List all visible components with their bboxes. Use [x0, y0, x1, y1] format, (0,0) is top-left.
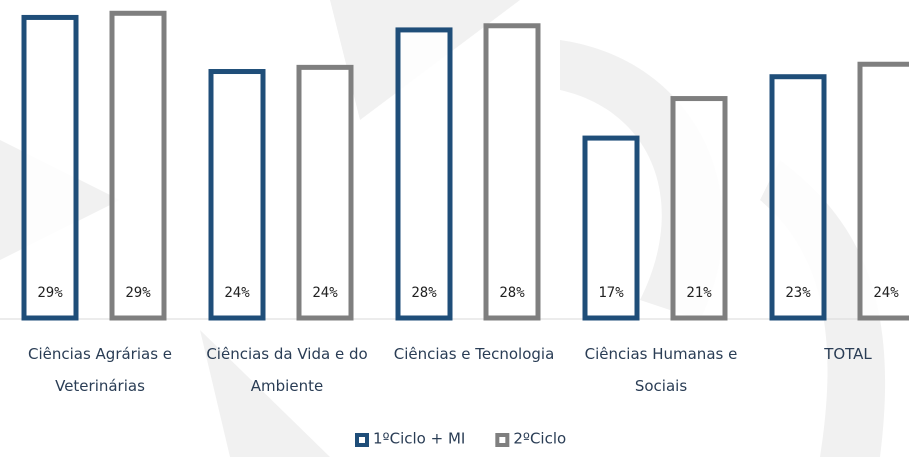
value-label: 29% — [125, 285, 151, 301]
bar — [582, 135, 640, 321]
x-tick-label: Ciências Humanas e Sociais — [584, 345, 738, 395]
bar — [857, 61, 909, 321]
x-tick-label: TOTAL — [824, 345, 872, 363]
bar — [483, 23, 541, 321]
value-label: 28% — [411, 285, 437, 301]
value-label: 23% — [785, 285, 811, 301]
legend-swatch-inner — [499, 437, 506, 443]
value-label: 24% — [312, 285, 338, 301]
legend-swatch-inner — [359, 437, 365, 443]
x-tick-label: Ciências Agrárias e Veterinárias — [27, 345, 173, 395]
bar — [296, 64, 354, 321]
x-tick-label: Ciências da Vida e do Ambiente — [206, 345, 368, 395]
value-label: 28% — [499, 285, 525, 301]
legend-label: 1ºCiclo + MI — [373, 430, 465, 448]
bar — [395, 27, 453, 321]
bar — [670, 96, 728, 321]
bar — [208, 69, 266, 321]
bar — [769, 74, 827, 321]
bar — [21, 14, 79, 321]
value-label: 24% — [873, 285, 899, 301]
value-label: 21% — [686, 285, 712, 301]
legend-label: 2ºCiclo — [513, 430, 566, 448]
x-tick-label: Ciências e Tecnologia — [393, 345, 555, 363]
value-label: 29% — [37, 285, 63, 301]
value-label: 17% — [598, 285, 624, 301]
bar — [109, 10, 167, 321]
value-label: 24% — [224, 285, 250, 301]
